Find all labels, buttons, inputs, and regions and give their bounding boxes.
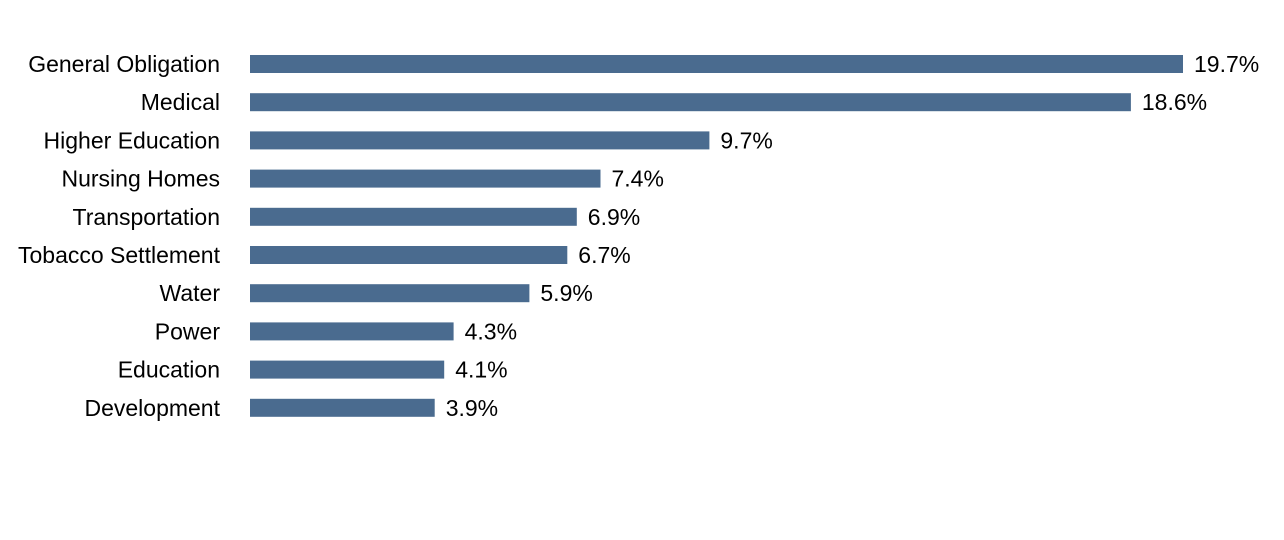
category-label: Water: [160, 280, 221, 306]
category-label: General Obligation: [28, 51, 220, 77]
bar-5: [250, 246, 568, 264]
category-label: Nursing Homes: [62, 166, 221, 192]
bar-1: [250, 93, 1131, 112]
bar-3: [250, 169, 601, 188]
value-label: 19.7%: [1194, 51, 1259, 77]
value-label: 6.9%: [588, 204, 640, 230]
value-label: 5.9%: [540, 280, 592, 306]
category-label: Tobacco Settlement: [18, 242, 221, 268]
category-label: Higher Education: [44, 127, 220, 153]
value-label: 3.9%: [446, 395, 498, 421]
bar-7: [250, 322, 454, 341]
category-label: Power: [155, 318, 221, 344]
value-labels-group: 19.7% 18.6% 9.7% 7.4% 6.9% 6.7% 5.9% 4.3% 4.1% 3.…: [446, 51, 1260, 421]
value-label: 4.3%: [465, 318, 517, 344]
value-label: 9.7%: [720, 127, 772, 153]
value-label: 6.7%: [578, 242, 630, 268]
category-label: Education: [118, 357, 220, 383]
bar-6: [250, 284, 530, 303]
bar-0: [250, 55, 1183, 73]
value-label: 18.6%: [1142, 89, 1207, 115]
bar-8: [250, 360, 445, 379]
category-label: Medical: [141, 89, 220, 115]
category-labels-group: General Obligation Medical Higher Educatio…: [18, 51, 221, 421]
bar-9: [250, 398, 435, 417]
category-label: Development: [84, 395, 220, 421]
value-label: 4.1%: [455, 357, 507, 383]
category-label: Transportation: [73, 204, 220, 230]
bar-4: [250, 207, 577, 226]
bar-2: [250, 131, 710, 150]
value-label: 7.4%: [612, 166, 664, 192]
bars-group: [250, 55, 1183, 417]
